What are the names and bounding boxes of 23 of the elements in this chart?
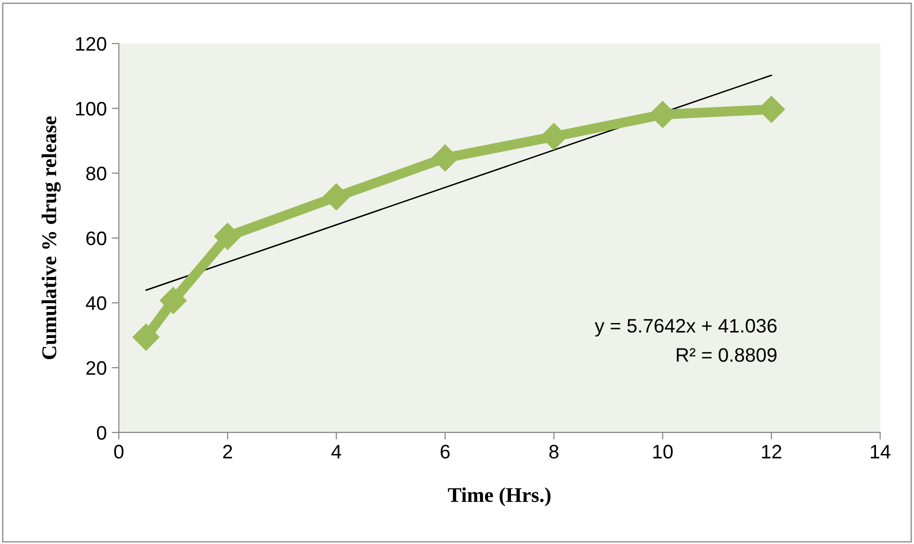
x-tick-label: 10 <box>653 444 673 459</box>
x-tick-label: 8 <box>549 444 558 459</box>
x-tick-label: 2 <box>223 444 232 458</box>
y-tick-label: 40 <box>86 296 106 310</box>
y-axis-title: Cumulative % drug release <box>42 116 61 360</box>
y-tick-label: 0 <box>96 426 106 440</box>
x-axis-title: Time (Hrs.) <box>448 487 550 506</box>
x-tick-label: 6 <box>440 444 450 459</box>
point <box>322 183 350 210</box>
y-tick-label: 100 <box>76 102 106 116</box>
point <box>132 324 160 351</box>
annotation: y = 5.7642x + 41.036 <box>594 318 777 337</box>
y-tick-label: 80 <box>86 166 106 180</box>
y-tick-label: 20 <box>86 361 106 375</box>
annotation: R² = 0.8809 <box>676 348 776 362</box>
x-tick-label: 14 <box>870 445 890 458</box>
x-tick-label: 0 <box>114 444 124 459</box>
y-tick-label: 60 <box>86 231 106 246</box>
point <box>214 222 242 250</box>
x-tick-label: 12 <box>762 444 782 458</box>
x-tick-label: 4 <box>331 445 342 458</box>
y-tick-label: 120 <box>76 36 106 51</box>
point <box>160 287 187 314</box>
